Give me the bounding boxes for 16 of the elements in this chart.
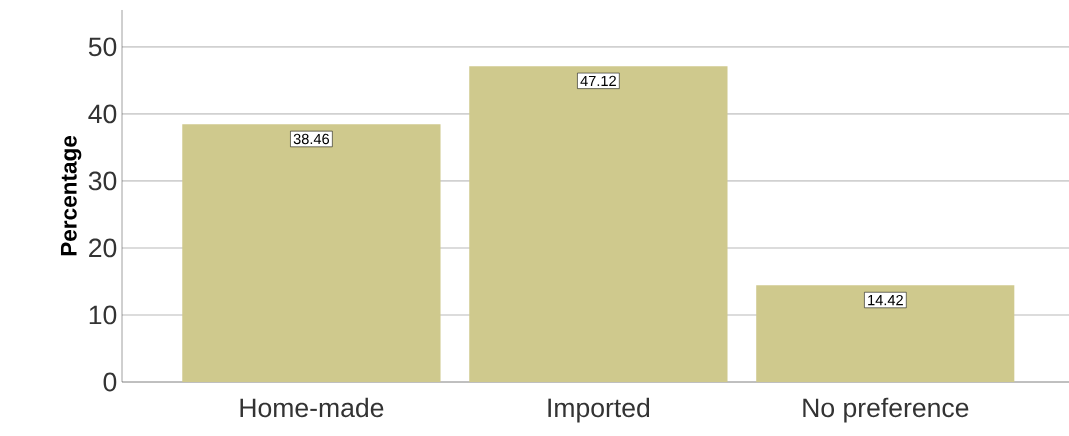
y-tick-label: 0 — [103, 372, 117, 392]
bar — [756, 285, 1015, 382]
y-tick-label: 20 — [89, 238, 117, 258]
data-label: 47.12 — [580, 75, 616, 86]
y-tick-label: 30 — [88, 171, 117, 191]
y-tick-label: 10 — [89, 305, 117, 325]
x-tick-label: Home-made — [240, 397, 384, 418]
x-tick-label: Imported — [548, 397, 650, 423]
x-tick-label: No preference — [803, 397, 969, 423]
data-label: 38.46 — [293, 133, 330, 145]
y-axis-title: Percentage — [60, 135, 82, 256]
bar — [469, 66, 728, 382]
data-label: 14.42 — [868, 294, 903, 306]
y-tick-label: 50 — [88, 37, 117, 57]
y-tick-label: 40 — [88, 104, 117, 124]
bar — [182, 124, 441, 382]
